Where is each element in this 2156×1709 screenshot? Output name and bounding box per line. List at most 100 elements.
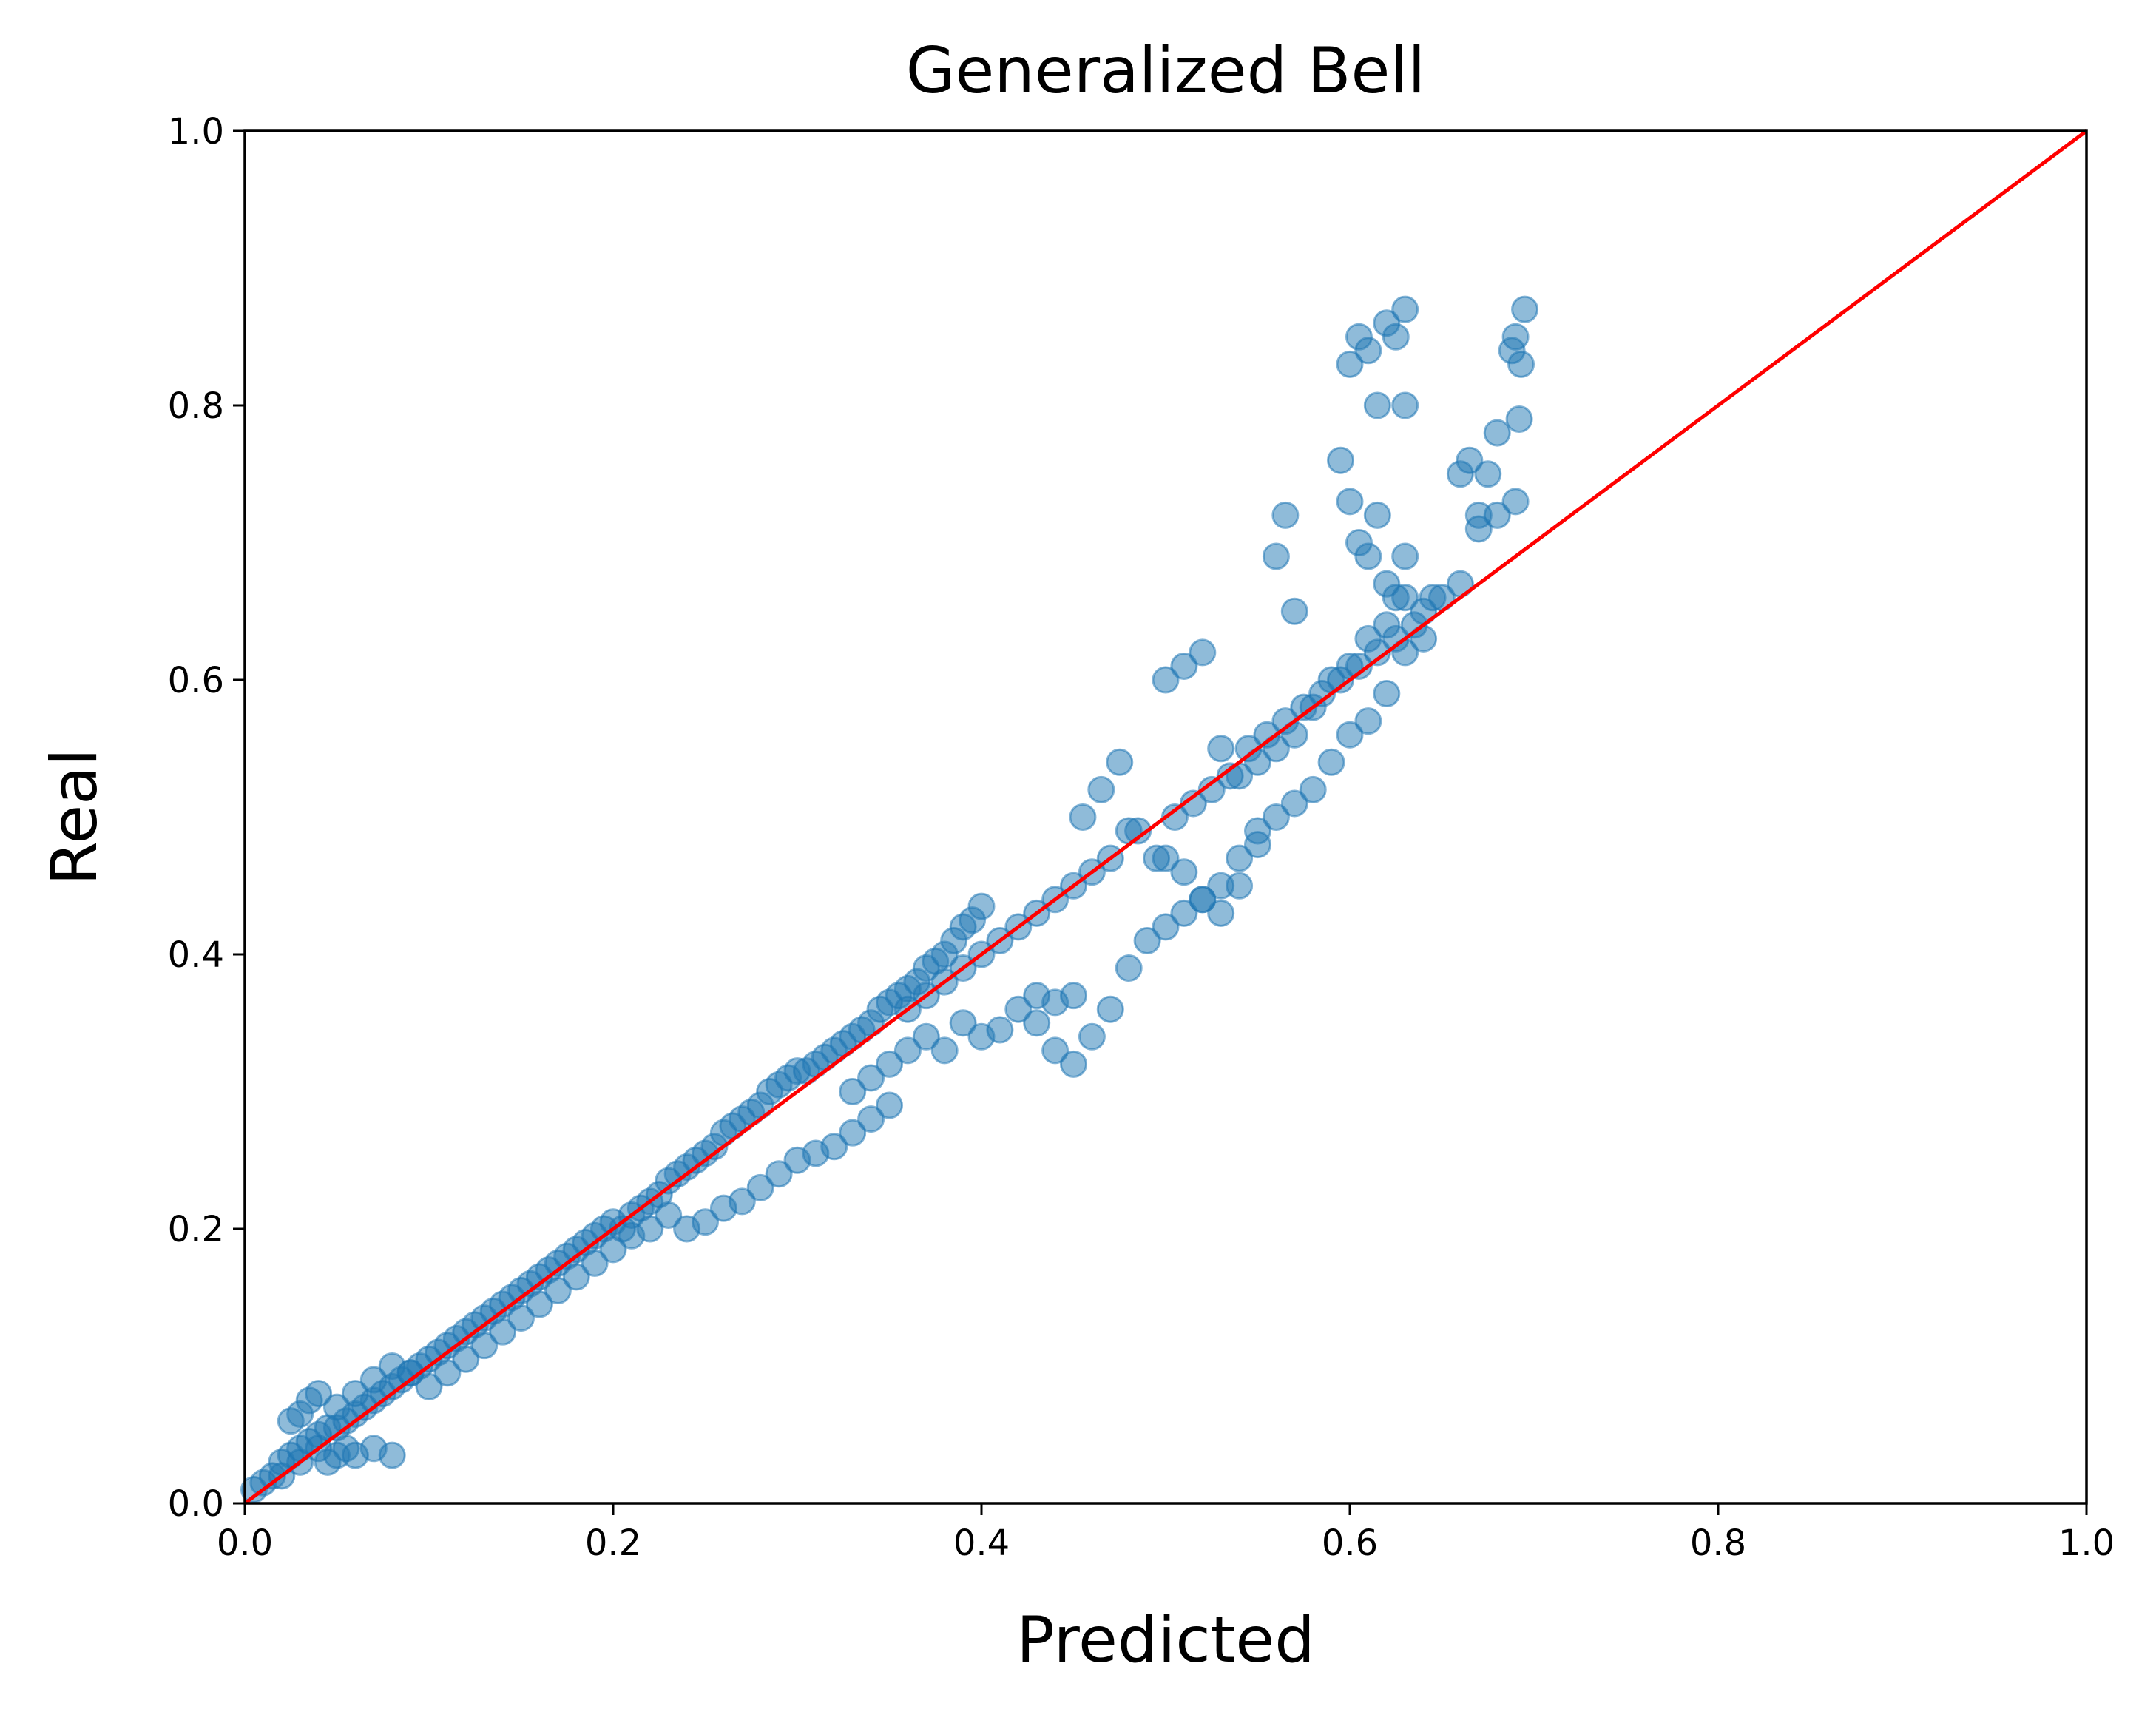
- scatter-point: [930, 1036, 959, 1065]
- scatter-point: [839, 1078, 867, 1105]
- scatter-point: [507, 1304, 535, 1332]
- scatter-point: [1501, 323, 1530, 351]
- scatter-point: [1023, 982, 1051, 1010]
- scatter-point: [1207, 735, 1235, 763]
- scatter-point: [323, 1393, 351, 1421]
- scatter-point: [1373, 611, 1401, 639]
- x-tick-label: 1.0: [2058, 1523, 2115, 1564]
- scatter-point: [1391, 542, 1419, 570]
- scatter-point: [1078, 1022, 1106, 1051]
- scatter-point: [1060, 982, 1087, 1010]
- y-tick-label: 1.0: [168, 111, 224, 152]
- x-tick-label: 0.6: [1322, 1523, 1378, 1564]
- scatter-point: [1382, 323, 1410, 351]
- scatter-point: [1262, 803, 1290, 831]
- scatter-point: [277, 1407, 305, 1435]
- scatter-point: [1507, 350, 1535, 378]
- y-tick-label: 0.8: [168, 385, 224, 427]
- scatter-point: [1501, 488, 1530, 516]
- scatter-point: [876, 1091, 903, 1119]
- scatter-point: [1152, 913, 1180, 941]
- scatter-point: [1382, 584, 1410, 612]
- scatter-point: [341, 1380, 369, 1408]
- scatter-point: [1041, 1036, 1069, 1065]
- scatter-point: [1363, 501, 1391, 529]
- scatter-point: [967, 892, 996, 920]
- y-tick-label: 0.0: [168, 1483, 224, 1525]
- scatter-point: [1464, 501, 1493, 529]
- scatter-point: [1456, 446, 1484, 474]
- reference-line: [243, 129, 2088, 1506]
- scatter-point: [525, 1290, 553, 1318]
- x-tick-label: 0.4: [953, 1523, 1010, 1564]
- scatter-point: [1170, 652, 1198, 680]
- scatter-point: [562, 1263, 590, 1291]
- scatter-point: [544, 1276, 572, 1304]
- scatter-point: [1299, 775, 1327, 803]
- y-axis-label: Real: [38, 748, 112, 885]
- scatter-point: [1354, 707, 1382, 735]
- scatter-point: [452, 1345, 480, 1373]
- scatter-point: [1069, 803, 1097, 831]
- scatter-point: [305, 1380, 333, 1408]
- y-tick-label: 0.4: [168, 934, 224, 976]
- scatter-point: [359, 1366, 388, 1394]
- scatter-point: [1483, 419, 1511, 447]
- scatter-point: [876, 1050, 903, 1078]
- x-tick-label: 0.2: [585, 1523, 641, 1564]
- scatter-point: [1226, 872, 1254, 900]
- scatter-point: [415, 1372, 443, 1400]
- scatter-point: [1179, 789, 1207, 818]
- scatter-point: [765, 1160, 793, 1188]
- x-axis-ticks: 0.0 0.2 0.4 0.6 0.8 1.0: [217, 1503, 2115, 1564]
- scatter-point: [728, 1187, 756, 1216]
- scatter-point: [1327, 446, 1355, 474]
- scatter-point: [746, 1173, 774, 1201]
- scatter-point: [1391, 295, 1419, 323]
- scatter-point: [1226, 844, 1254, 872]
- scatter-point: [1354, 624, 1382, 653]
- x-tick-label: 0.0: [217, 1523, 273, 1564]
- scatter-point: [1023, 1009, 1051, 1037]
- scatter-point: [378, 1441, 406, 1469]
- plot-frame: [243, 129, 2088, 1505]
- scatter-point: [1207, 899, 1235, 927]
- scatter-point: [1197, 775, 1226, 803]
- scatter-point: [489, 1318, 517, 1346]
- scatter-point: [1354, 542, 1382, 570]
- scatter-point: [1060, 1050, 1087, 1078]
- scatter-point: [433, 1359, 462, 1387]
- scatter-point: [1336, 488, 1364, 516]
- scatter-point: [1505, 405, 1533, 434]
- scatter-point: [1087, 775, 1115, 803]
- scatter-point: [581, 1249, 609, 1277]
- x-axis-label: Predicted: [1016, 1603, 1315, 1677]
- scatter-point: [839, 1119, 867, 1147]
- scatter-point: [1244, 817, 1271, 845]
- scatter-point: [986, 1016, 1014, 1044]
- scatter-point: [470, 1332, 499, 1360]
- scatter-point: [857, 1064, 885, 1092]
- points-layer: [240, 295, 1539, 1503]
- scatter-point: [1115, 954, 1143, 982]
- y-axis-ticks: 0.0 0.2 0.4 0.6 0.8 1.0: [168, 111, 245, 1525]
- scatter-point: [1170, 899, 1198, 927]
- chart-title: Generalized Bell: [906, 34, 1426, 108]
- scatter-point: [1336, 350, 1364, 378]
- scatter-point: [1391, 391, 1419, 419]
- scatter-point: [1280, 597, 1308, 625]
- scatter-point: [1317, 748, 1345, 776]
- scatter-point: [1511, 295, 1539, 323]
- scatter-point: [857, 1105, 885, 1133]
- x-tick-label: 0.8: [1690, 1523, 1746, 1564]
- scatter-point: [1004, 995, 1033, 1023]
- y-tick-label: 0.6: [168, 660, 224, 701]
- scatter-point: [1133, 926, 1161, 954]
- scatter-point: [692, 1208, 719, 1236]
- scatter-point: [1152, 666, 1180, 694]
- scatter-point: [1096, 995, 1124, 1023]
- scatter-point: [1363, 391, 1391, 419]
- scatter-point: [1419, 584, 1447, 612]
- scatter-point: [1124, 817, 1152, 845]
